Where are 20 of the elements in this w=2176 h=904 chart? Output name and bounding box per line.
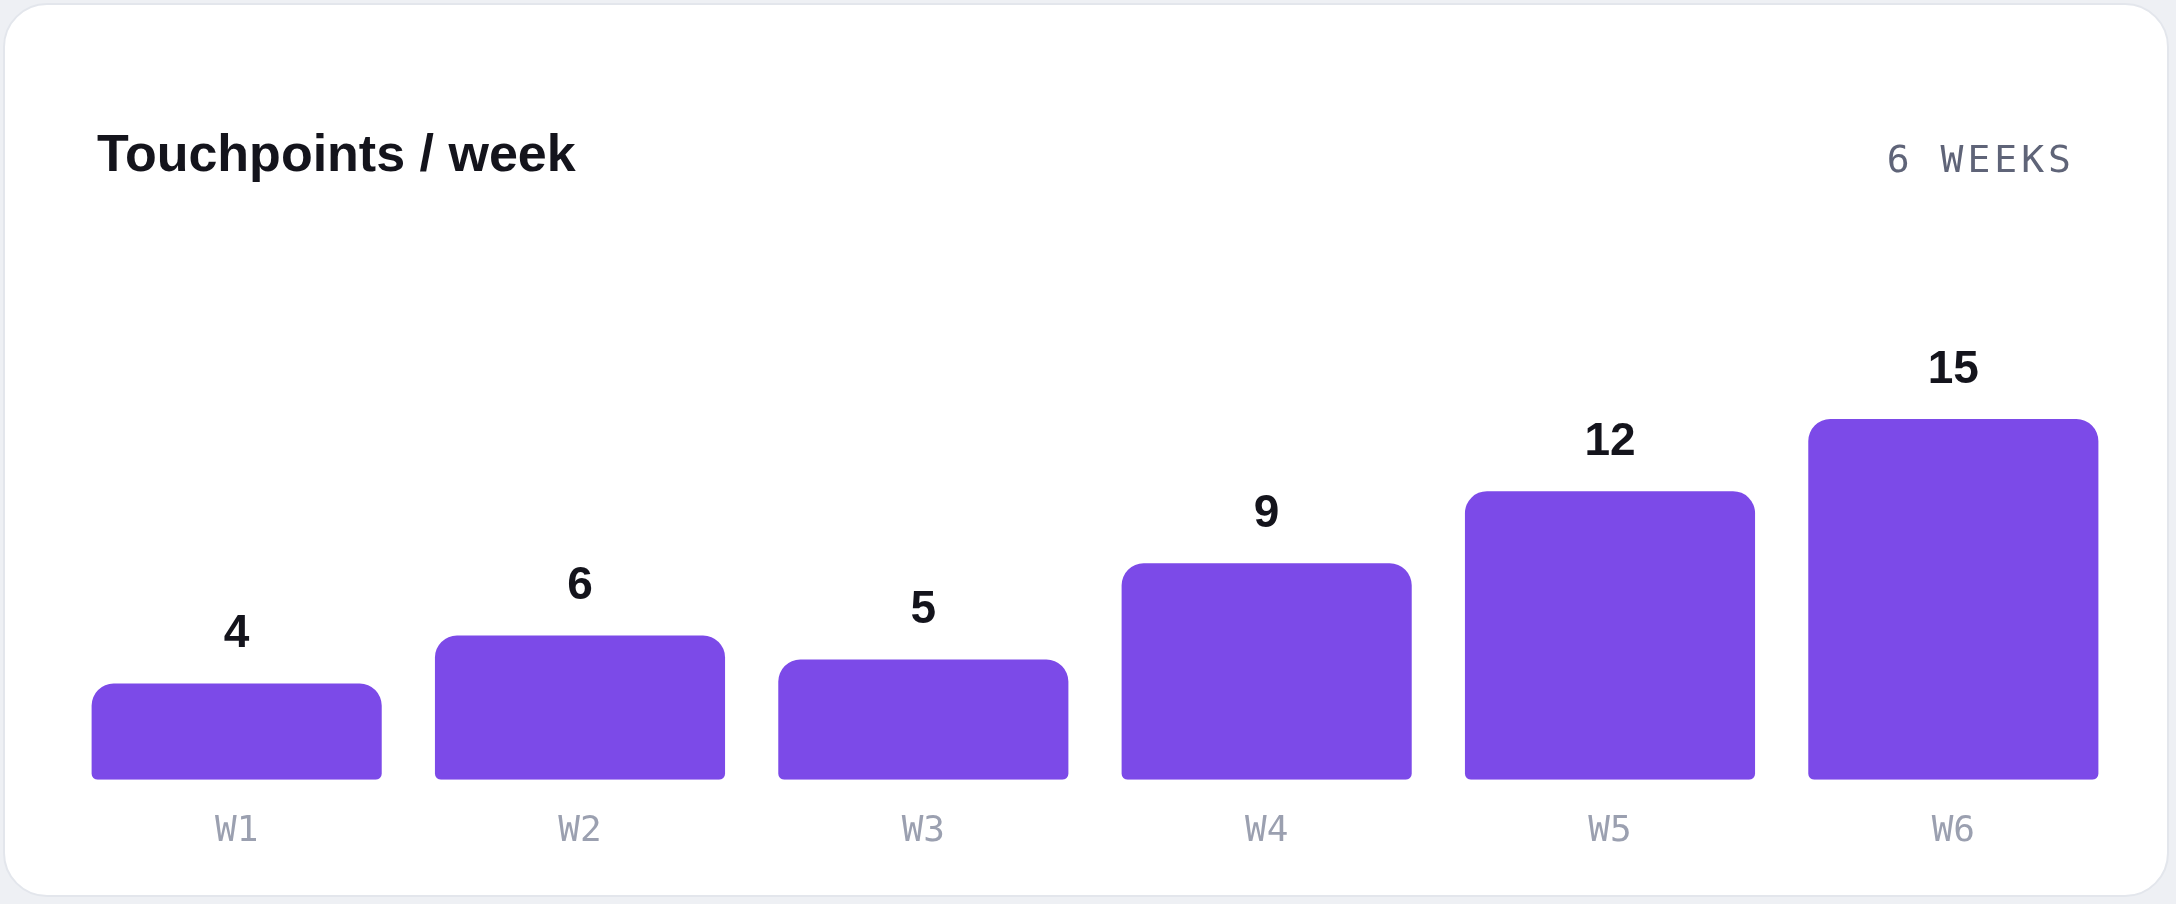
- data-label: 6: [567, 557, 593, 610]
- data-label: 15: [1927, 340, 1979, 393]
- x-tick-label: W1: [214, 807, 259, 849]
- bar: [91, 683, 382, 780]
- x-tick-label: W5: [1588, 807, 1632, 849]
- chart-title: Touchpoints / week: [97, 123, 576, 183]
- chart-subtitle: 6 WEEKS: [1886, 137, 2075, 181]
- data-label: 12: [1584, 412, 1636, 465]
- bar: [1121, 563, 1412, 780]
- x-tick-label: W6: [1931, 807, 1976, 849]
- data-label: 4: [223, 605, 250, 658]
- data-label: 5: [910, 581, 937, 634]
- data-label: 9: [1253, 485, 1280, 538]
- x-tick-label: W4: [1244, 807, 1289, 849]
- bar: [778, 659, 1069, 780]
- x-tick-label: W2: [558, 807, 602, 849]
- bar: [434, 635, 726, 780]
- bar: [1464, 491, 1756, 780]
- x-tick-label: W3: [901, 807, 946, 849]
- bar: [1808, 419, 2099, 780]
